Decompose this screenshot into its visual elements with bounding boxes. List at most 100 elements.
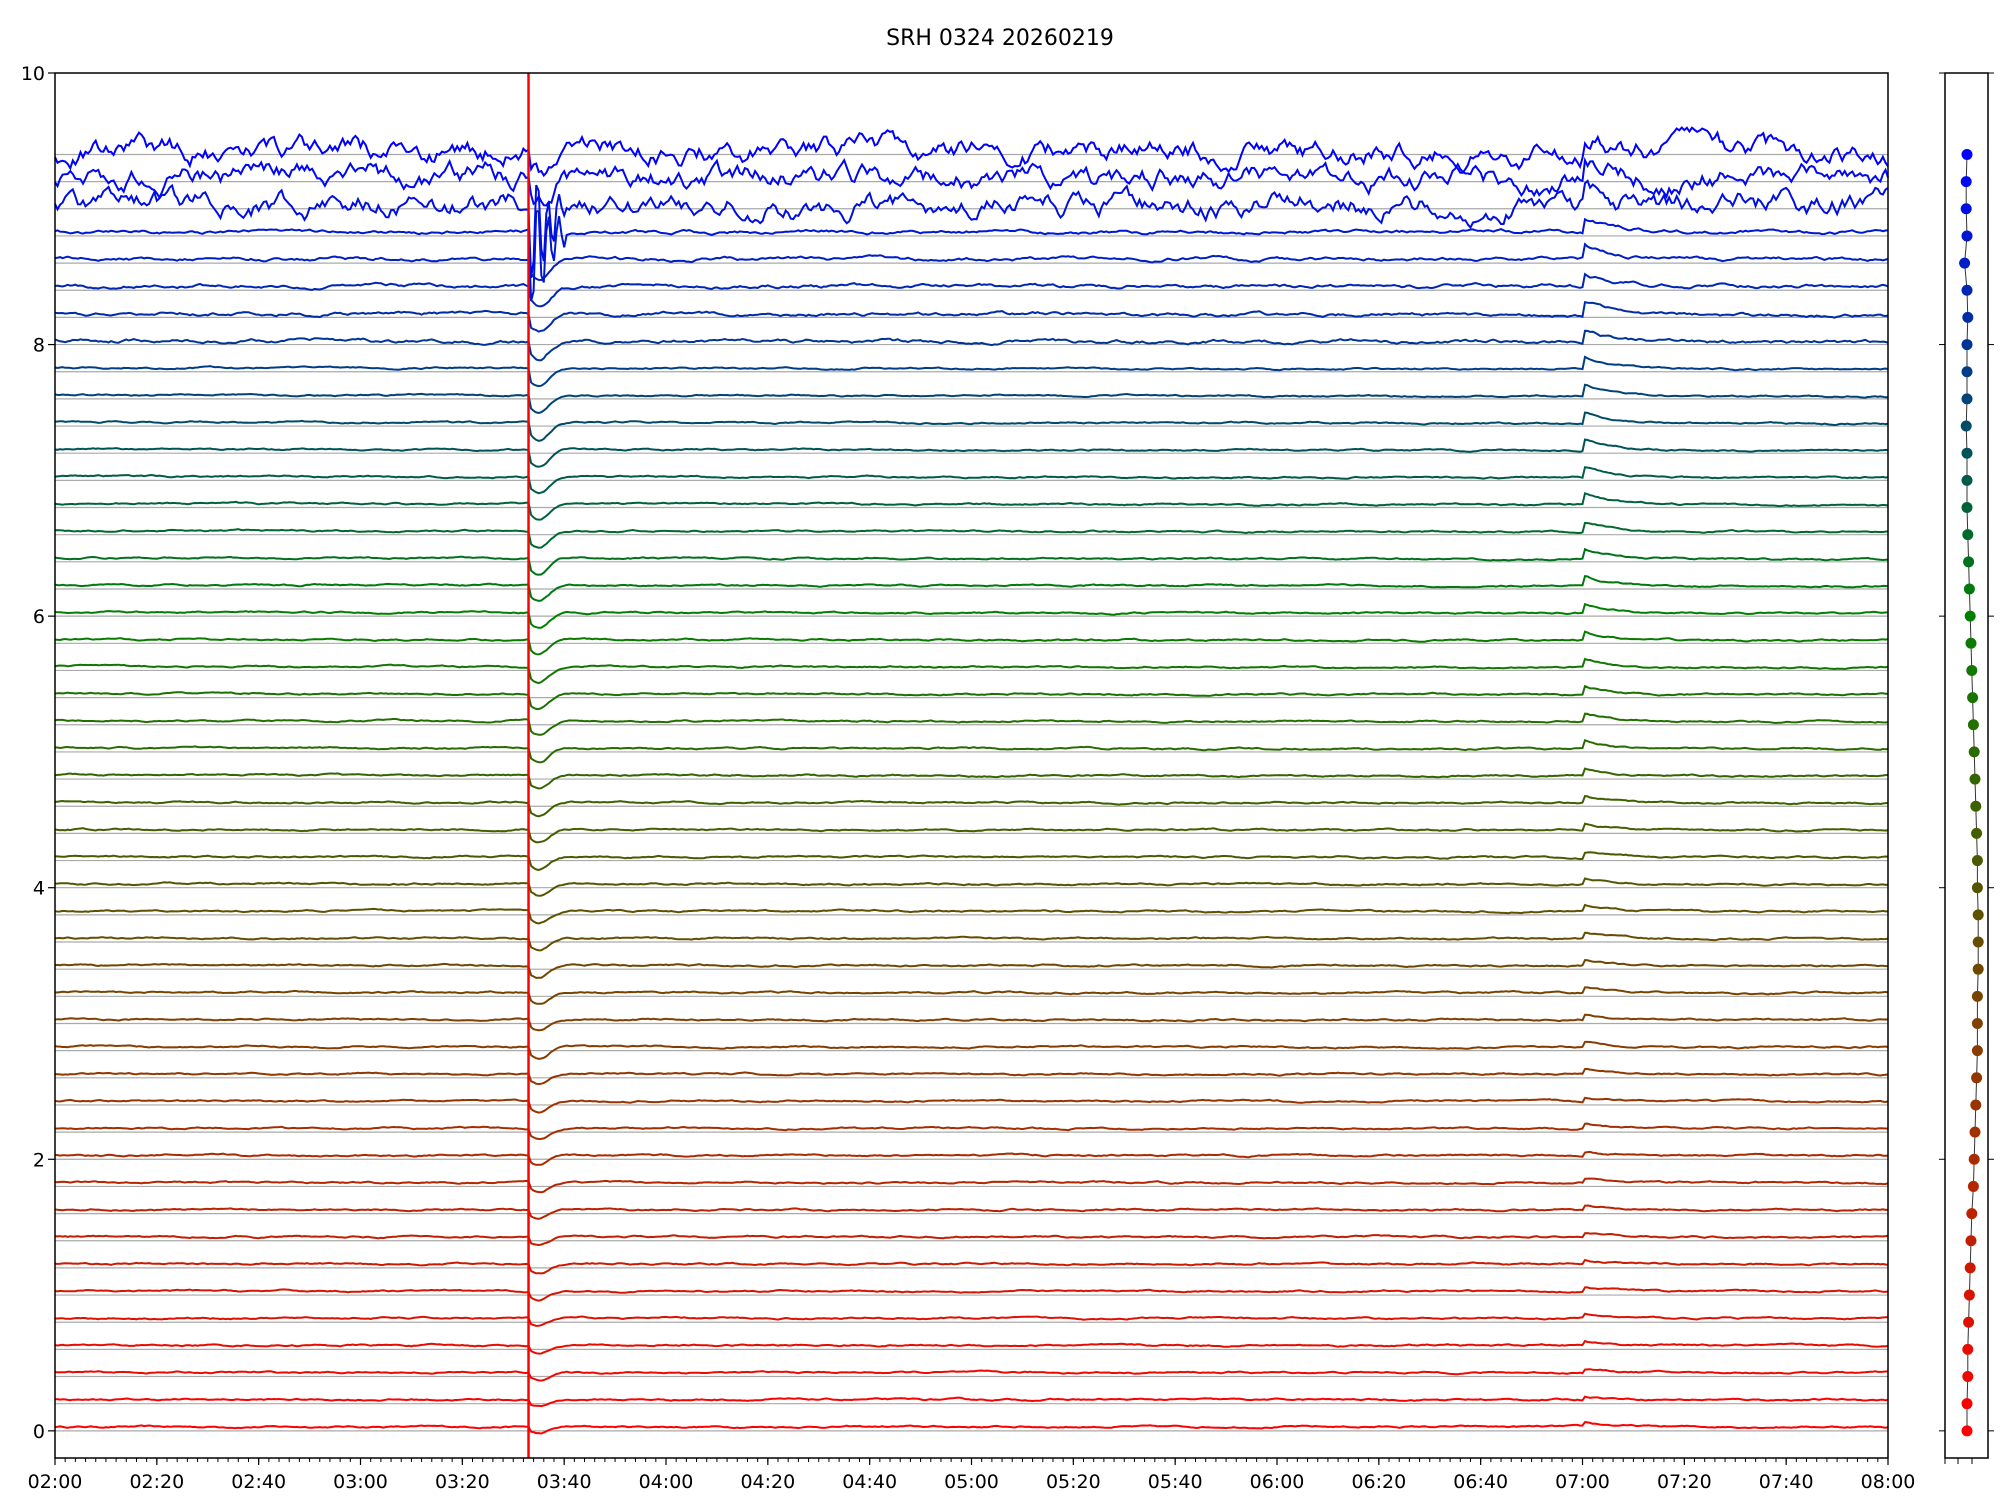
trace-line xyxy=(54,383,1889,415)
x-tick-label: 05:00 xyxy=(944,1471,999,1493)
x-tick-label: 03:00 xyxy=(333,1471,388,1493)
side-marker xyxy=(1961,148,1973,160)
side-marker xyxy=(1960,176,1972,188)
side-marker xyxy=(1964,1262,1976,1274)
side-marker xyxy=(1969,773,1981,785)
side-marker xyxy=(1971,827,1983,839)
side-marker xyxy=(1962,311,1974,323)
side-marker xyxy=(1970,800,1982,812)
x-tick-label: 05:20 xyxy=(1046,1471,1101,1493)
side-marker xyxy=(1961,474,1973,486)
trace-line xyxy=(54,1150,1889,1166)
trace-line xyxy=(54,602,1889,629)
x-tick-label: 06:00 xyxy=(1250,1471,1305,1493)
chart-title: SRH 0324 20260219 xyxy=(886,26,1114,51)
side-marker xyxy=(1961,447,1973,459)
side-marker xyxy=(1968,1153,1980,1165)
trace-line xyxy=(54,179,1889,278)
x-tick-label: 08:00 xyxy=(1861,1471,1916,1493)
axes: 02:00 02:20 02:40 03:00 03:20 03:40 04:00 04:20… xyxy=(21,63,1916,1493)
side-marker xyxy=(1967,719,1979,731)
side-marker xyxy=(1971,1017,1983,1029)
x-tick-label: 04:00 xyxy=(639,1471,694,1493)
side-marker xyxy=(1961,284,1973,296)
trace-line xyxy=(54,1286,1889,1302)
side-marker xyxy=(1970,1099,1982,1111)
side-frame xyxy=(1944,72,1989,1459)
trace-line xyxy=(54,767,1889,790)
side-marker xyxy=(1971,1072,1983,1084)
trace-line xyxy=(54,492,1889,521)
side-marker xyxy=(1963,1289,1975,1301)
trace-line xyxy=(54,1258,1889,1275)
x-tick-label: 04:40 xyxy=(842,1471,897,1493)
trace-line xyxy=(54,903,1888,925)
trace-line xyxy=(54,1204,1889,1220)
trace-line xyxy=(54,822,1889,844)
trace-line xyxy=(54,931,1889,952)
y-tick-label: 2 xyxy=(33,1149,45,1171)
trace-line xyxy=(54,1395,1889,1408)
side-marker xyxy=(1961,230,1973,242)
trace-line xyxy=(54,1177,1889,1194)
trace-line xyxy=(54,210,1889,302)
side-marker xyxy=(1963,556,1975,568)
x-tick-label: 07:00 xyxy=(1555,1471,1610,1493)
side-marker xyxy=(1971,990,1983,1002)
trace-line xyxy=(54,1040,1889,1060)
side-marker xyxy=(1961,339,1973,351)
y-tick-label: 4 xyxy=(33,878,45,900)
y-tick-label: 0 xyxy=(33,1421,45,1443)
gridlines xyxy=(55,153,1888,1432)
side-marker xyxy=(1966,664,1978,676)
side-marker xyxy=(1971,882,1983,894)
side-marker xyxy=(1964,610,1976,622)
trace-line xyxy=(54,521,1889,549)
trace-line xyxy=(55,851,1889,872)
trace-line xyxy=(54,795,1889,818)
trace-line xyxy=(54,877,1889,897)
x-tick-label: 07:40 xyxy=(1759,1471,1814,1493)
trace-line xyxy=(54,986,1889,1005)
trace-line xyxy=(54,272,1889,308)
trace-line xyxy=(54,355,1889,388)
x-tick-label: 02:00 xyxy=(28,1471,83,1493)
side-marker xyxy=(1967,1180,1979,1192)
y-tick-label: 10 xyxy=(21,63,45,85)
side-marker xyxy=(1969,1126,1981,1138)
side-marker xyxy=(1965,637,1977,649)
side-marker xyxy=(1965,1235,1977,1247)
y-tick-label: 8 xyxy=(33,335,45,357)
side-marker xyxy=(1961,502,1973,514)
traces xyxy=(54,73,1889,1458)
trace-line xyxy=(54,466,1889,495)
trace-line xyxy=(54,411,1889,442)
x-tick-label: 03:20 xyxy=(435,1471,490,1493)
side-marker xyxy=(1967,692,1979,704)
trace-line xyxy=(54,574,1889,602)
side-marker xyxy=(1960,420,1972,432)
y-tick-label: 6 xyxy=(33,606,45,628)
x-tick-label: 03:40 xyxy=(537,1471,592,1493)
side-panel xyxy=(1939,72,1994,1464)
trace-line xyxy=(54,547,1889,576)
x-tick-label: 02:20 xyxy=(129,1471,184,1493)
x-tick-label: 04:20 xyxy=(740,1471,795,1493)
side-marker xyxy=(1959,257,1971,269)
trace-line xyxy=(55,1312,1889,1327)
side-marker xyxy=(1971,855,1983,867)
side-marker xyxy=(1962,1371,1974,1383)
trace-line xyxy=(54,959,1888,979)
trace-line xyxy=(55,739,1889,764)
plot-frame xyxy=(54,72,1889,1459)
trace-line xyxy=(54,684,1888,711)
side-marker xyxy=(1961,1425,1973,1437)
trace-line xyxy=(54,1368,1889,1382)
trace-line xyxy=(54,1122,1889,1141)
trace-line xyxy=(54,301,1889,333)
x-tick-label: 05:40 xyxy=(1148,1471,1203,1493)
side-marker xyxy=(1963,1316,1975,1328)
x-tick-label: 06:40 xyxy=(1453,1471,1508,1493)
side-marker xyxy=(1972,963,1984,975)
